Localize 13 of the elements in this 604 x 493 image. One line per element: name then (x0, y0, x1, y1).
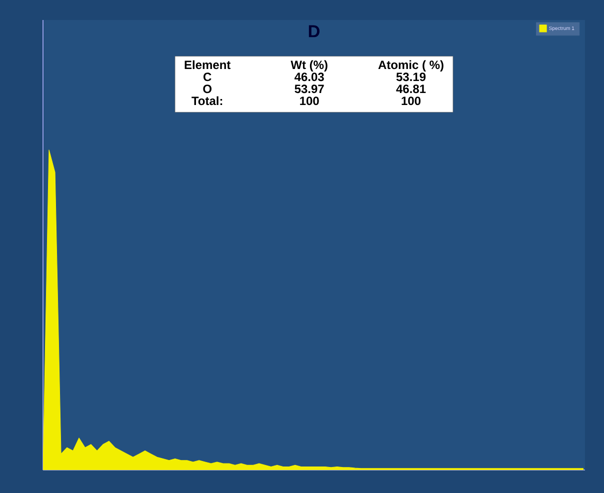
text: 46.81 (396, 84, 426, 94)
text: C (204, 72, 212, 82)
text: 53.19 (396, 72, 426, 82)
text: 53.97 (294, 84, 324, 94)
text: Total: (192, 96, 222, 106)
text: Atomic ( %) (378, 60, 444, 72)
text: Wt (%) (290, 60, 328, 72)
text: 100 (402, 96, 421, 106)
text: Element (184, 60, 231, 70)
text: 100 (300, 96, 319, 106)
text: O (203, 84, 212, 94)
chart-title: D (308, 25, 320, 38)
text: 46.03 (294, 72, 324, 82)
